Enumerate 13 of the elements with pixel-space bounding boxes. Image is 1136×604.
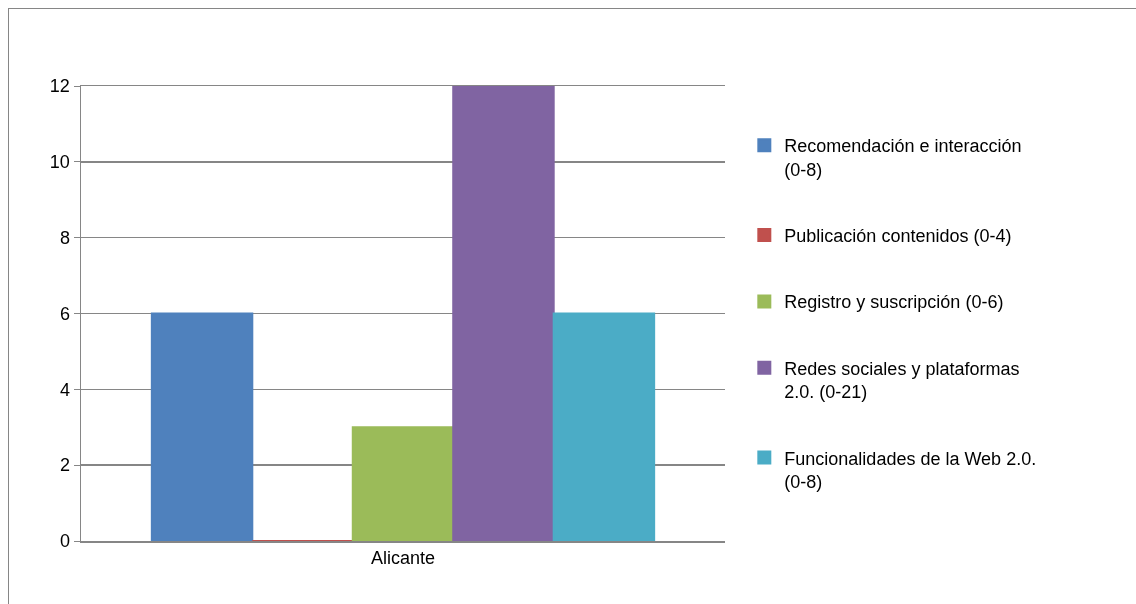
legend-label: Redes sociales y plataformas 2.0. (0-21) bbox=[784, 358, 1020, 403]
legend-label: Recomendación e interacción (0-8) bbox=[784, 136, 1022, 180]
legend-label: Funcionalidades de la Web 2.0. (0-8) bbox=[784, 448, 1037, 493]
x-tick-label: Alicante bbox=[370, 548, 436, 569]
legend-label: Registro y suscripción (0-6) bbox=[784, 292, 1004, 313]
y-tick-label: 6 bbox=[59, 303, 70, 324]
y-tick-label: 2 bbox=[59, 455, 70, 476]
y-tick-label: 0 bbox=[59, 531, 70, 552]
y-tick-label: 12 bbox=[49, 76, 70, 97]
y-tick-label: 8 bbox=[59, 227, 70, 248]
y-tick-label: 4 bbox=[59, 379, 70, 400]
y-tick-label: 10 bbox=[49, 152, 70, 173]
legend-label: Publicación contenidos (0-4) bbox=[784, 226, 1012, 247]
